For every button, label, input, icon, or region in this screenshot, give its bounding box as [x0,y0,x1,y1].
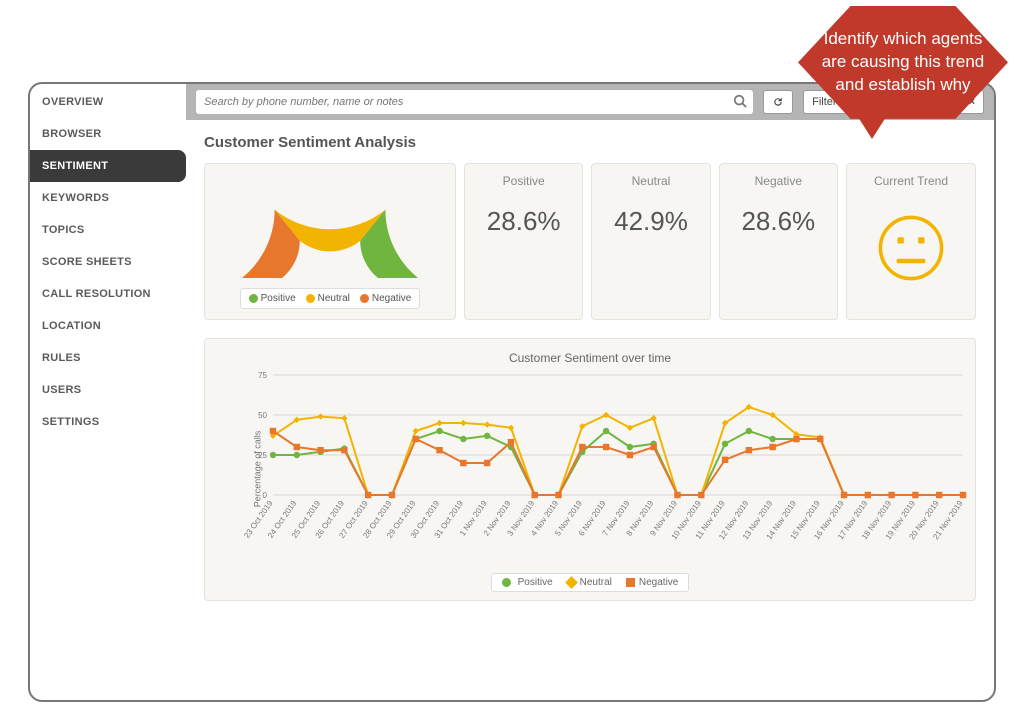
metric-card-negative: Negative 28.6% [719,163,838,320]
refresh-icon [772,96,784,108]
chart-legend-negative: Negative [626,577,678,588]
svg-text:75: 75 [258,371,267,380]
refresh-button[interactable] [763,90,793,114]
metric-card-positive: Positive 28.6% [464,163,583,320]
timeseries-card: Customer Sentiment over time Percentage … [204,338,976,601]
chart-legend-positive: Positive [502,577,553,588]
callout-tail [858,117,886,139]
sidebar-item-call-resolution[interactable]: CALL RESOLUTION [30,278,186,310]
metric-label: Neutral [602,174,699,188]
gauge-legend: Positive Neutral Negative [240,288,421,309]
sidebar-item-browser[interactable]: BROWSER [30,118,186,150]
search-icon[interactable] [733,94,747,113]
search-input[interactable] [196,90,753,114]
sidebar-nav: OVERVIEWBROWSERSENTIMENTKEYWORDSTOPICSSC… [30,84,186,700]
chart-plot-area: Percentage of calls 025507523 Oct 201924… [223,369,957,569]
chart-ylabel: Percentage of calls [252,431,262,508]
chart-title: Customer Sentiment over time [223,351,957,365]
legend-item-positive: Positive [249,293,296,304]
sidebar-item-score-sheets[interactable]: SCORE SHEETS [30,246,186,278]
sidebar-item-topics[interactable]: TOPICS [30,214,186,246]
metric-value: 42.9% [602,206,699,237]
legend-item-neutral: Neutral [306,293,350,304]
search-wrap [196,90,753,114]
metric-value: 28.6% [730,206,827,237]
sidebar-item-sentiment[interactable]: SENTIMENT [30,150,186,182]
sidebar-item-location[interactable]: LOCATION [30,310,186,342]
app-window: OVERVIEWBROWSERSENTIMENTKEYWORDSTOPICSSC… [28,82,996,702]
metric-label: Negative [730,174,827,188]
annotation-callout: Identify which agents are causing this t… [798,6,1008,139]
metric-label: Positive [475,174,572,188]
metric-card-neutral: Neutral 42.9% [591,163,710,320]
sidebar-item-users[interactable]: USERS [30,374,186,406]
content-area: Customer Sentiment Analysis PositiveNeut… [186,120,994,615]
gauge-card: Positive Neutral Negative [204,163,456,320]
trend-card: Current Trend [846,163,976,320]
sentiment-timeseries-chart: 025507523 Oct 201924 Oct 201925 Oct 2019… [223,369,983,569]
chart-legend: Positive Neutral Negative [491,573,690,592]
neutral-face-icon [875,212,947,284]
sidebar-item-overview[interactable]: OVERVIEW [30,86,186,118]
callout-text: Identify which agents are causing this t… [798,6,1008,119]
metric-value: 28.6% [475,206,572,237]
trend-label: Current Trend [857,174,965,188]
sidebar-item-rules[interactable]: RULES [30,342,186,374]
sentiment-gauge [225,178,435,288]
chart-legend-neutral: Neutral [567,577,612,588]
metrics-row: Positive Neutral Negative Positive 28.6% Neu… [204,163,976,320]
main-panel: Filter ▼ Date: last 30 days × Customer S… [186,84,994,700]
legend-item-negative: Negative [360,293,411,304]
sidebar-item-settings[interactable]: SETTINGS [30,406,186,438]
svg-text:50: 50 [258,411,267,420]
svg-text:0: 0 [263,491,268,500]
sidebar-item-keywords[interactable]: KEYWORDS [30,182,186,214]
